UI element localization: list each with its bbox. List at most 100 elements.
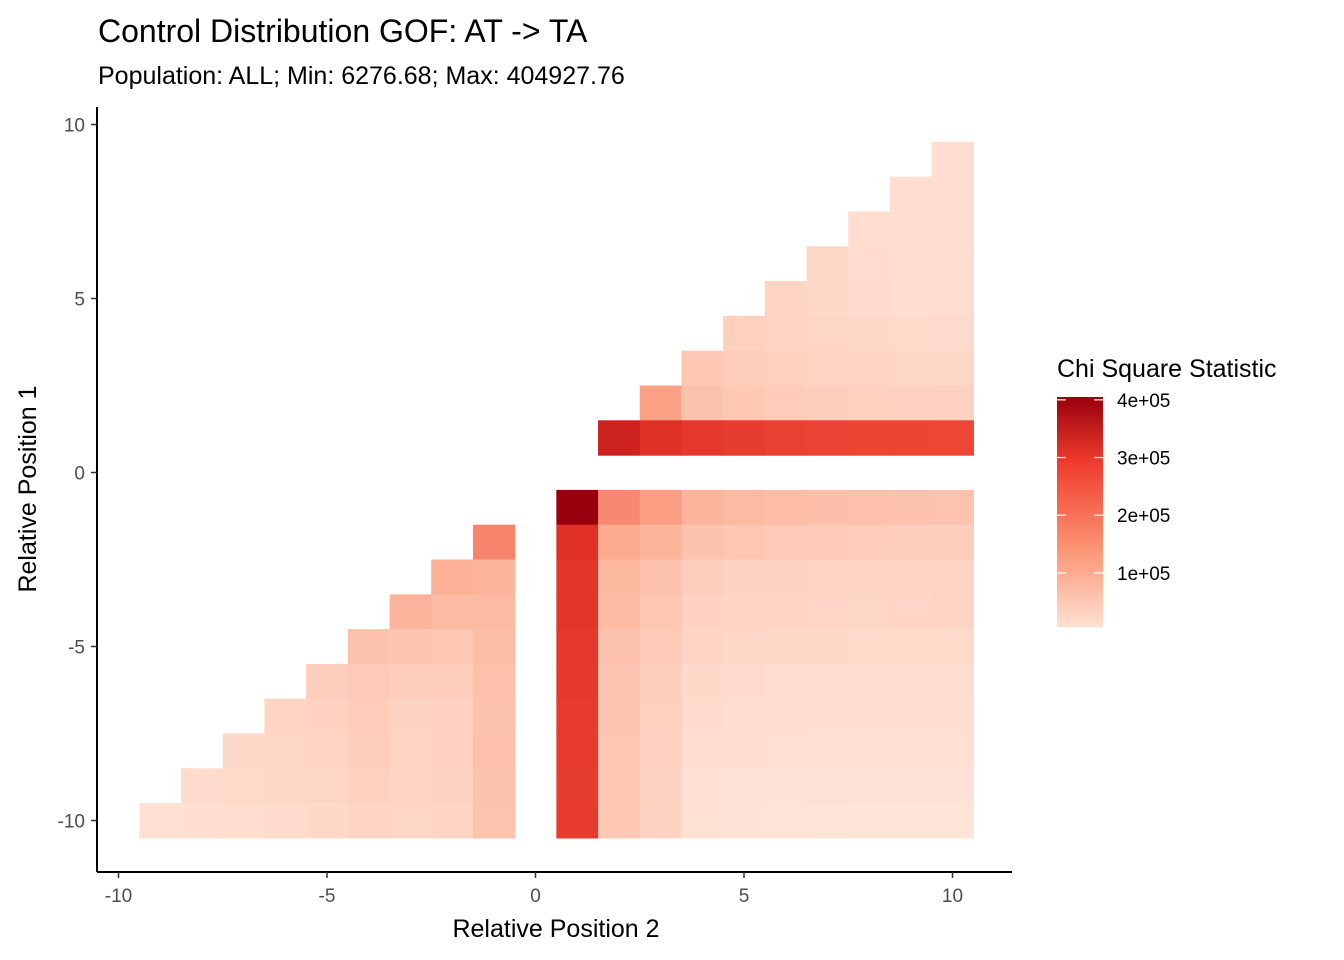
heatmap-cell — [931, 246, 974, 282]
heatmap-cell — [681, 663, 724, 700]
heatmap-cell — [764, 629, 808, 665]
heatmap-cell — [347, 733, 391, 769]
heatmap-cell — [723, 803, 766, 839]
heatmap-cell — [389, 594, 432, 630]
heatmap-cell — [639, 663, 683, 700]
heatmap-cell — [389, 768, 432, 804]
heatmap-cell — [181, 803, 224, 839]
heatmap-cell — [806, 698, 849, 735]
heatmap-cell — [764, 385, 808, 421]
heatmap-cell — [931, 803, 974, 839]
heatmap-cell — [431, 663, 474, 700]
color-legend: Chi Square Statistic 1e+05 2e+05 3e+05 4e+0… — [1057, 355, 1277, 627]
heatmap-cell — [598, 559, 641, 595]
heatmap-cell — [848, 385, 891, 421]
heatmap-cell — [598, 489, 641, 526]
heatmap-cell — [806, 733, 849, 769]
heatmap-cell — [556, 524, 599, 561]
heatmap-cell — [598, 733, 641, 769]
heatmap-cell — [889, 176, 933, 213]
heatmap-cell — [931, 629, 974, 665]
heatmap-cell — [889, 629, 933, 665]
heatmap-cell — [556, 663, 599, 700]
heatmap-cell — [931, 559, 974, 595]
heatmap-cell — [931, 350, 974, 387]
heatmap-cell — [556, 803, 599, 839]
heatmap-cell — [889, 559, 933, 595]
heatmap-cell — [764, 663, 808, 700]
heatmap-cell — [931, 211, 974, 247]
heatmap-cell — [598, 768, 641, 804]
heatmap-cell — [472, 629, 516, 665]
heatmap-cell — [556, 559, 599, 595]
heatmap-cell — [764, 733, 808, 769]
heatmap-cell — [723, 315, 766, 352]
heatmap-cell — [889, 315, 933, 352]
heatmap-cell — [222, 803, 266, 839]
heatmap-cell — [931, 385, 974, 421]
heatmap-cell — [598, 524, 641, 561]
heatmap-cell — [556, 698, 599, 735]
heatmap-cell — [681, 768, 724, 804]
heatmap-cell — [431, 803, 474, 839]
heatmap-cell — [431, 559, 474, 595]
heatmap-cell — [556, 594, 599, 630]
y-axis-ticks: -10 -5 0 5 10 — [58, 116, 97, 833]
y-tick-label: 10 — [64, 116, 85, 137]
heatmap-cell — [389, 663, 432, 700]
heatmap-cell — [723, 420, 766, 456]
heatmap-cell — [889, 246, 933, 282]
heatmap-cell — [889, 420, 933, 456]
heatmap-cell — [347, 768, 391, 804]
heatmap-cell — [598, 698, 641, 735]
heatmap-cell — [431, 698, 474, 735]
x-tick-label: 5 — [739, 886, 750, 907]
heatmap-cell — [431, 594, 474, 630]
heatmap-cell — [848, 246, 891, 282]
heatmap-cell — [723, 350, 766, 387]
legend-tick-label: 2e+05 — [1117, 506, 1170, 527]
heatmap-cell — [889, 350, 933, 387]
heatmap-cell — [848, 698, 891, 735]
heatmap-cell — [556, 489, 599, 526]
y-tick-label: 5 — [74, 290, 85, 311]
heatmap-cell — [764, 489, 808, 526]
heatmap-cell — [306, 698, 349, 735]
heatmap-cell — [306, 733, 349, 769]
heatmap-cell — [764, 350, 808, 387]
heatmap-cell — [764, 803, 808, 839]
heatmap-cells — [139, 141, 974, 839]
heatmap-cell — [889, 594, 933, 630]
heatmap-cell — [681, 489, 724, 526]
heatmap-cell — [806, 524, 849, 561]
legend-title: Chi Square Statistic — [1057, 355, 1277, 383]
heatmap-cell — [472, 594, 516, 630]
heatmap-cell — [931, 420, 974, 456]
heatmap-cell — [931, 768, 974, 804]
heatmap-cell — [639, 489, 683, 526]
heatmap-cell — [889, 803, 933, 839]
heatmap-cell — [598, 663, 641, 700]
heatmap-cell — [639, 420, 683, 456]
heatmap-cell — [639, 733, 683, 769]
heatmap-cell — [848, 420, 891, 456]
heatmap-cell — [723, 524, 766, 561]
heatmap-cell — [889, 698, 933, 735]
heatmap-cell — [639, 524, 683, 561]
heatmap-cell — [931, 733, 974, 769]
heatmap-cell — [848, 315, 891, 352]
heatmap-cell — [723, 733, 766, 769]
heatmap-cell — [848, 559, 891, 595]
x-tick-label: 0 — [530, 886, 541, 907]
heatmap-cell — [889, 733, 933, 769]
heatmap-cell — [848, 733, 891, 769]
heatmap-cell — [723, 489, 766, 526]
legend-ticks: 1e+05 2e+05 3e+05 4e+05 — [1057, 391, 1170, 585]
heatmap-cell — [556, 629, 599, 665]
heatmap-cell — [598, 629, 641, 665]
heatmap-cell — [472, 803, 516, 839]
heatmap-cell — [848, 663, 891, 700]
heatmap-cell — [681, 803, 724, 839]
heatmap-cell — [889, 211, 933, 247]
heatmap-cell — [931, 594, 974, 630]
